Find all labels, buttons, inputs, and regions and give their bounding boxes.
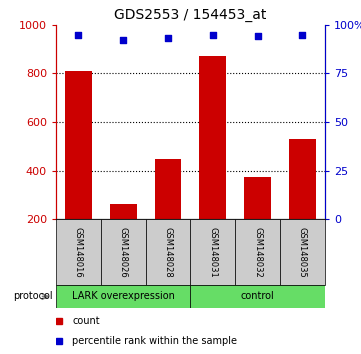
Text: GSM148028: GSM148028 xyxy=(164,227,173,278)
Bar xyxy=(199,56,226,219)
Point xyxy=(210,32,216,38)
Text: percentile rank within the sample: percentile rank within the sample xyxy=(72,336,237,346)
Bar xyxy=(235,219,280,285)
Text: protocol: protocol xyxy=(13,291,52,302)
Point xyxy=(165,36,171,41)
Point xyxy=(75,32,81,38)
Text: GSM148016: GSM148016 xyxy=(74,227,83,278)
Bar xyxy=(280,219,325,285)
Bar xyxy=(191,285,325,308)
Bar xyxy=(155,159,182,219)
Bar xyxy=(101,219,145,285)
Text: control: control xyxy=(241,291,274,302)
Point xyxy=(255,34,261,39)
Point xyxy=(120,38,126,43)
Bar xyxy=(145,219,191,285)
Title: GDS2553 / 154453_at: GDS2553 / 154453_at xyxy=(114,8,267,22)
Text: count: count xyxy=(72,316,100,326)
Bar xyxy=(56,219,101,285)
Text: GSM148032: GSM148032 xyxy=(253,227,262,278)
Bar xyxy=(244,177,271,219)
Text: LARK overexpression: LARK overexpression xyxy=(72,291,175,302)
Text: GSM148031: GSM148031 xyxy=(208,227,217,278)
Point xyxy=(300,32,305,38)
Text: GSM148026: GSM148026 xyxy=(119,227,128,278)
Bar xyxy=(65,71,92,219)
Bar xyxy=(289,139,316,219)
Bar xyxy=(191,219,235,285)
Text: GSM148035: GSM148035 xyxy=(298,227,307,278)
Bar xyxy=(56,285,191,308)
Bar xyxy=(110,204,136,219)
